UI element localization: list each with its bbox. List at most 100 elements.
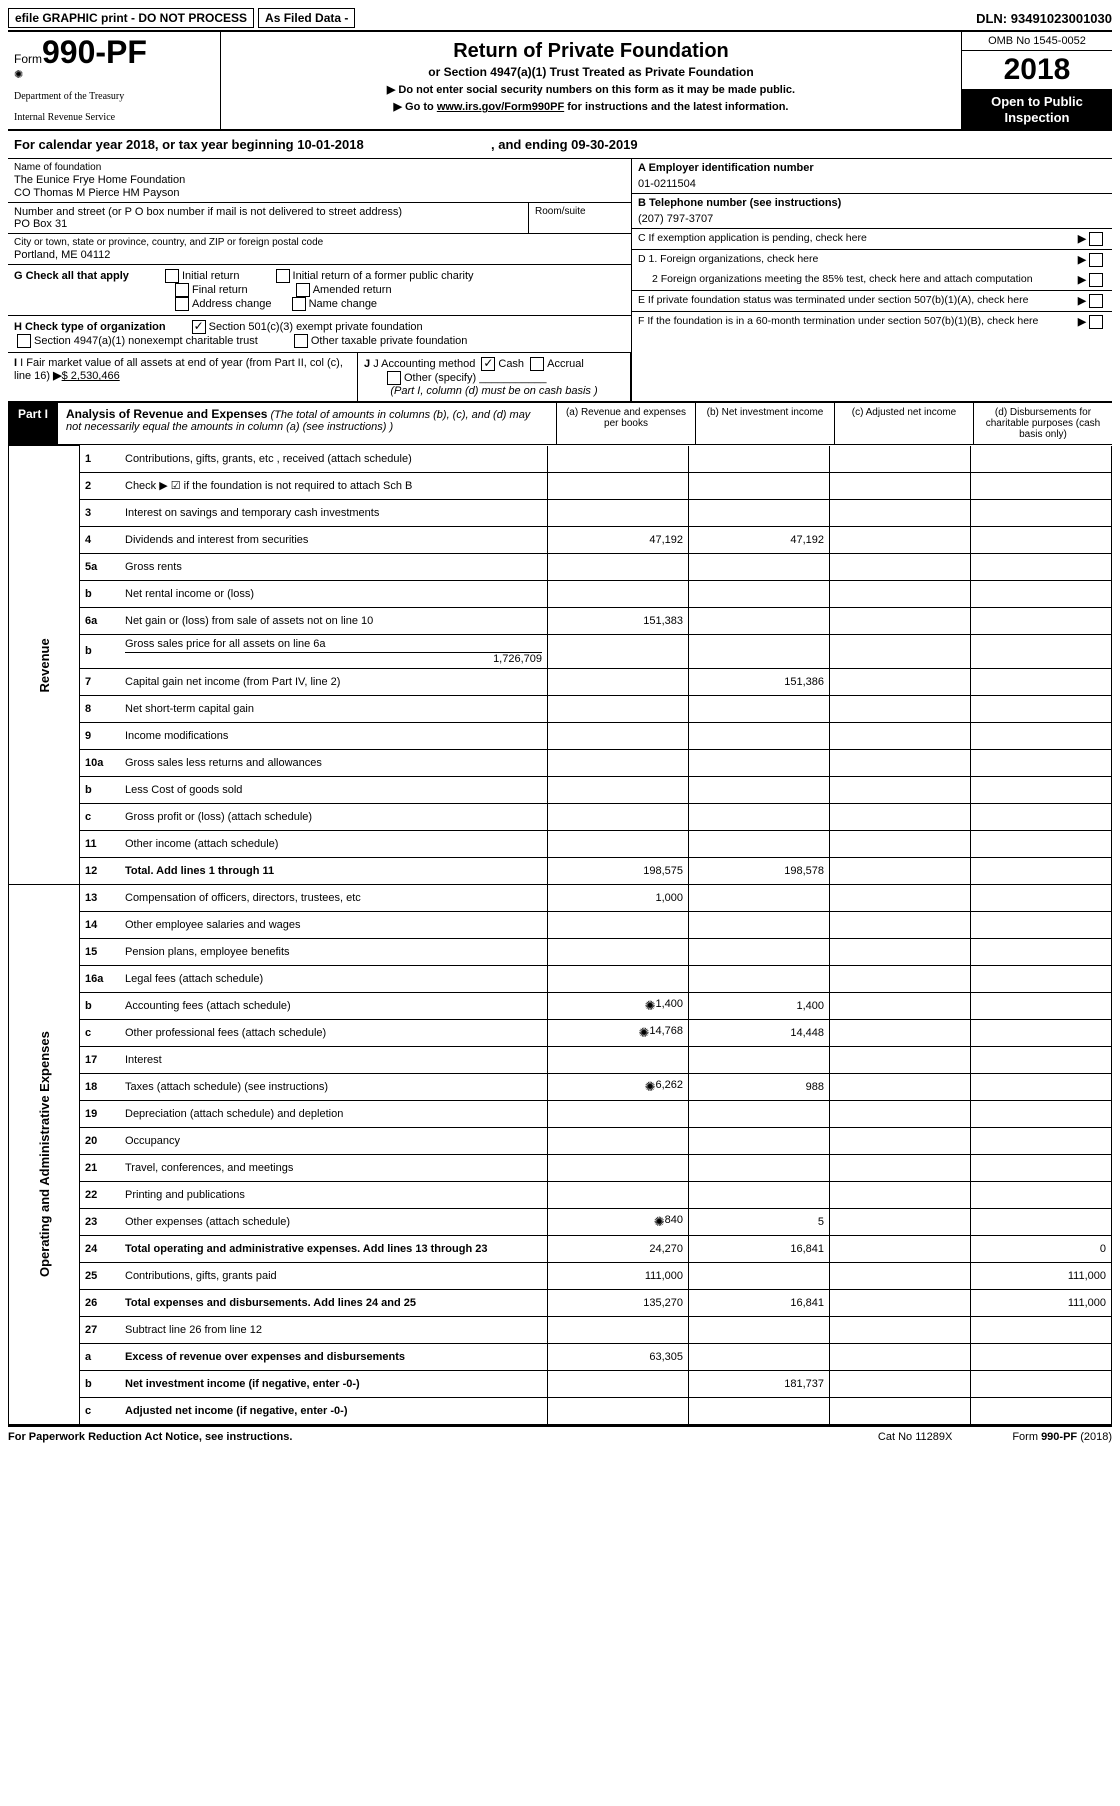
header-left: Form990-PF ✺ Department of the Treasury …: [8, 32, 221, 129]
cell-a: [548, 776, 689, 803]
name-change-checkbox[interactable]: [292, 297, 306, 311]
row-desc: Less Cost of goods sold: [120, 776, 548, 803]
cell-a: [548, 830, 689, 857]
cell-b: 151,386: [689, 668, 830, 695]
ein-cell: A Employer identification number 01-0211…: [632, 159, 1112, 194]
other-method-checkbox[interactable]: [387, 371, 401, 385]
cell-c: [830, 857, 971, 884]
row-desc: Contributions, gifts, grants, etc , rece…: [120, 446, 548, 473]
expenses-label: Operating and Administrative Expenses: [9, 884, 80, 1424]
col-d-header: (d) Disbursements for charitable purpose…: [974, 403, 1112, 444]
row-desc: Taxes (attach schedule) (see instruction…: [120, 1073, 548, 1100]
row-number: 9: [80, 722, 121, 749]
row-number: c: [80, 1019, 121, 1046]
cell-a: 151,383: [548, 607, 689, 634]
sec-d1: D 1. Foreign organizations, check here ▶: [632, 250, 1112, 270]
row-number: 7: [80, 668, 121, 695]
initial-return-checkbox[interactable]: [165, 269, 179, 283]
sec-c: C If exemption application is pending, c…: [632, 229, 1112, 250]
cell-b: [689, 1181, 830, 1208]
attachment-icon[interactable]: ✺: [641, 998, 655, 1014]
cell-dd: [971, 1154, 1112, 1181]
cell-dd: [971, 857, 1112, 884]
cell-dd: [971, 1316, 1112, 1343]
other-taxable-checkbox[interactable]: [294, 334, 308, 348]
row-desc: Pension plans, employee benefits: [120, 938, 548, 965]
attachment-icon[interactable]: ✺: [641, 1079, 655, 1095]
4947-checkbox[interactable]: [17, 334, 31, 348]
row-desc: Check ▶ ☑ if the foundation is not requi…: [120, 472, 548, 499]
status-terminated-checkbox[interactable]: [1089, 294, 1103, 308]
sec-e: E If private foundation status was termi…: [632, 291, 1112, 312]
cell-dd: [971, 634, 1112, 668]
cell-b: [689, 911, 830, 938]
cell-dd: [971, 1370, 1112, 1397]
cell-b: 16,841: [689, 1289, 830, 1316]
cell-a: [548, 553, 689, 580]
row-desc: Gross sales price for all assets on line…: [120, 634, 548, 668]
cell-c: [830, 1235, 971, 1262]
cell-c: [830, 1316, 971, 1343]
cell-c: [830, 1289, 971, 1316]
cell-c: [830, 938, 971, 965]
cell-c: [830, 553, 971, 580]
amended-checkbox[interactable]: [296, 283, 310, 297]
cell-b: 1,400: [689, 992, 830, 1019]
cell-b: 5: [689, 1208, 830, 1235]
cell-dd: [971, 499, 1112, 526]
row-desc: Total operating and administrative expen…: [120, 1235, 548, 1262]
form-header: Form990-PF ✺ Department of the Treasury …: [8, 32, 1112, 131]
attachment-icon[interactable]: ✺: [635, 1025, 649, 1041]
cell-dd: [971, 722, 1112, 749]
sec-d2: 2 Foreign organizations meeting the 85% …: [632, 270, 1112, 290]
cell-dd: [971, 1343, 1112, 1370]
address-change-checkbox[interactable]: [175, 297, 189, 311]
foreign-org-checkbox[interactable]: [1089, 253, 1103, 267]
row-number: b: [80, 634, 121, 668]
60-month-checkbox[interactable]: [1089, 315, 1103, 329]
instructions-link[interactable]: www.irs.gov/Form990PF: [437, 101, 564, 113]
cell-c: [830, 1343, 971, 1370]
header-center: Return of Private Foundation or Section …: [221, 32, 962, 129]
row-desc: Income modifications: [120, 722, 548, 749]
initial-former-checkbox[interactable]: [276, 269, 290, 283]
cell-a: [548, 446, 689, 473]
cell-a: [548, 1370, 689, 1397]
cell-dd: [971, 695, 1112, 722]
row-desc: Total. Add lines 1 through 11: [120, 857, 548, 884]
foreign-85-checkbox[interactable]: [1089, 273, 1103, 287]
cash-checkbox[interactable]: [481, 357, 495, 371]
row-number: 23: [80, 1208, 121, 1235]
501c3-checkbox[interactable]: [192, 320, 206, 334]
final-return-checkbox[interactable]: [175, 283, 189, 297]
cell-c: [830, 830, 971, 857]
sec-f: F If the foundation is in a 60-month ter…: [632, 312, 1112, 332]
address-row: Number and street (or P O box number if …: [8, 203, 631, 234]
cell-a: [548, 911, 689, 938]
cell-b: [689, 884, 830, 911]
row-number: 1: [80, 446, 121, 473]
cell-a: 63,305: [548, 1343, 689, 1370]
cell-c: [830, 607, 971, 634]
cell-dd: [971, 446, 1112, 473]
cell-b: 198,578: [689, 857, 830, 884]
row-number: c: [80, 1397, 121, 1424]
accrual-checkbox[interactable]: [530, 357, 544, 371]
cell-dd: [971, 938, 1112, 965]
cell-dd: [971, 1073, 1112, 1100]
row-number: 4: [80, 526, 121, 553]
row-number: 5a: [80, 553, 121, 580]
row-number: 18: [80, 1073, 121, 1100]
row-number: 20: [80, 1127, 121, 1154]
attachment-icon[interactable]: ✺: [651, 1214, 665, 1230]
cell-c: [830, 695, 971, 722]
cell-a: [548, 1316, 689, 1343]
row-desc: Legal fees (attach schedule): [120, 965, 548, 992]
cell-dd: [971, 884, 1112, 911]
exemption-pending-checkbox[interactable]: [1089, 232, 1103, 246]
cell-c: [830, 1154, 971, 1181]
row-desc: Total expenses and disbursements. Add li…: [120, 1289, 548, 1316]
row-desc: Net short-term capital gain: [120, 695, 548, 722]
cell-dd: [971, 1019, 1112, 1046]
row-desc: Depreciation (attach schedule) and deple…: [120, 1100, 548, 1127]
